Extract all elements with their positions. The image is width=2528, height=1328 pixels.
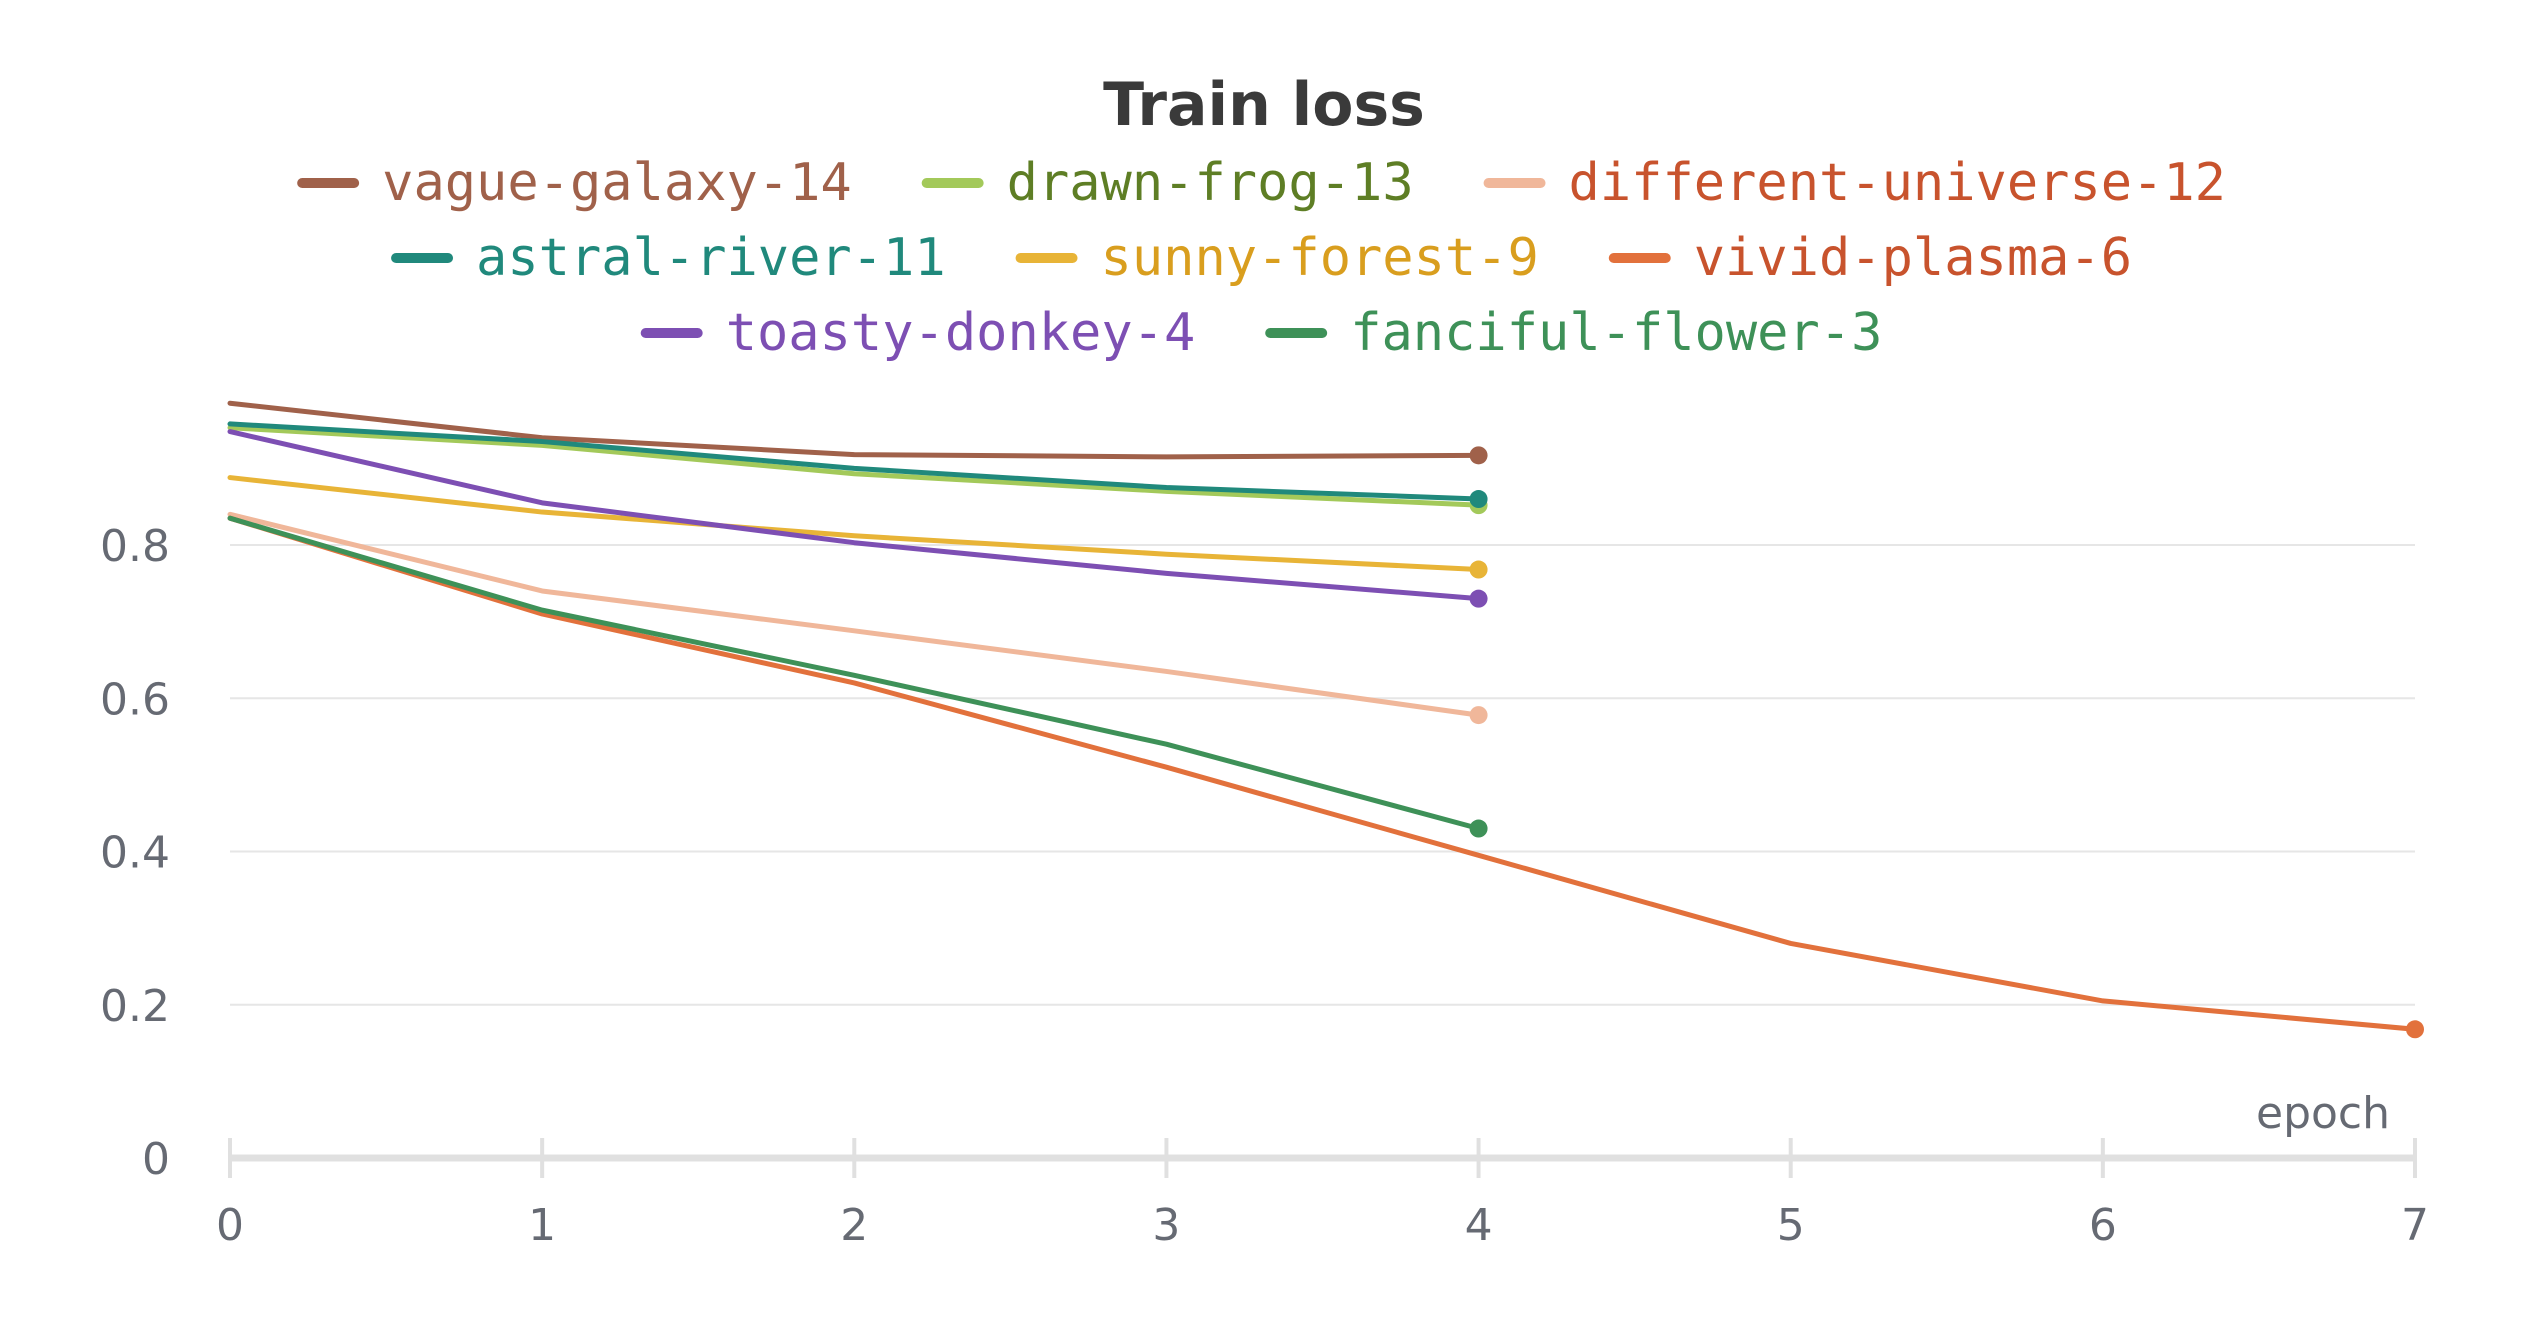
series-toasty-donkey-4 [227, 429, 1488, 608]
y-tick-label: 0.6 [100, 674, 170, 725]
y-axis-ticks: 0 0.2 0.4 0.6 0.8 [100, 521, 170, 1185]
series-end-marker [1469, 589, 1488, 608]
x-tick-label: 4 [1465, 1200, 1493, 1251]
series-line [227, 515, 1482, 832]
legend-item[interactable]: different-universe-12 [1483, 153, 2226, 213]
x-tick-label: 6 [2089, 1200, 2117, 1251]
legend-label: vague-galaxy-14 [382, 153, 852, 213]
x-tick-label: 7 [2401, 1200, 2429, 1251]
series-fanciful-flower-3 [227, 515, 1488, 838]
series-different-universe-12 [227, 511, 1488, 725]
series-vivid-plasma-6 [227, 515, 2424, 1039]
series-line [227, 429, 1482, 602]
legend-item[interactable]: sunny-forest-9 [1015, 228, 1539, 288]
series-end-marker [1469, 490, 1488, 509]
x-tick-label: 0 [216, 1200, 244, 1251]
legend-label: vivid-plasma-6 [1694, 228, 2132, 288]
x-tick-label: 5 [1777, 1200, 1805, 1251]
series-line [227, 515, 2418, 1032]
x-axis: 0 1 2 3 4 5 6 7 [216, 1138, 2429, 1251]
series-sunny-forest-9 [227, 475, 1488, 579]
x-tick-label: 2 [840, 1200, 868, 1251]
series-end-marker [1469, 560, 1488, 579]
x-tick-label: 1 [528, 1200, 556, 1251]
series-end-marker [1469, 819, 1488, 838]
series-end-marker [2406, 1020, 2424, 1039]
chart-title: Train loss [1103, 70, 1425, 140]
legend-item[interactable]: astral-river-11 [391, 228, 946, 288]
series-lines [227, 400, 2424, 1039]
legend-item[interactable]: fanciful-flower-3 [1265, 303, 1882, 363]
series-line [227, 421, 1482, 502]
series-line [227, 475, 1482, 573]
series-line [227, 511, 1482, 718]
x-tick-label: 3 [1152, 1200, 1180, 1251]
series-line [227, 400, 1482, 460]
legend-item[interactable]: vague-galaxy-14 [297, 153, 852, 213]
grid-lines [230, 544, 2415, 1006]
legend-label: astral-river-11 [476, 228, 946, 288]
series-line [227, 425, 1482, 508]
legend-item[interactable]: drawn-frog-13 [921, 153, 1414, 213]
y-tick-label: 0.2 [100, 981, 170, 1032]
legend-label: drawn-frog-13 [1007, 153, 1414, 213]
legend-label: fanciful-flower-3 [1350, 303, 1882, 363]
legend-label: different-universe-12 [1569, 153, 2226, 213]
y-tick-label: 0.4 [100, 828, 170, 879]
x-axis-label: epoch [2256, 1088, 2390, 1139]
legend-label: toasty-donkey-4 [726, 303, 1196, 363]
series-astral-river-11 [227, 421, 1488, 509]
series-vague-galaxy-14 [227, 400, 1488, 465]
series-end-marker [1469, 446, 1488, 465]
y-tick-label: 0.8 [100, 521, 170, 572]
legend-item[interactable]: vivid-plasma-6 [1608, 228, 2132, 288]
legend-item[interactable]: toasty-donkey-4 [640, 303, 1196, 363]
legend: vague-galaxy-14 drawn-frog-13 different-un… [297, 153, 2226, 363]
legend-label: sunny-forest-9 [1101, 228, 1539, 288]
series-end-marker [1469, 706, 1488, 725]
y-tick-label: 0 [142, 1134, 170, 1185]
